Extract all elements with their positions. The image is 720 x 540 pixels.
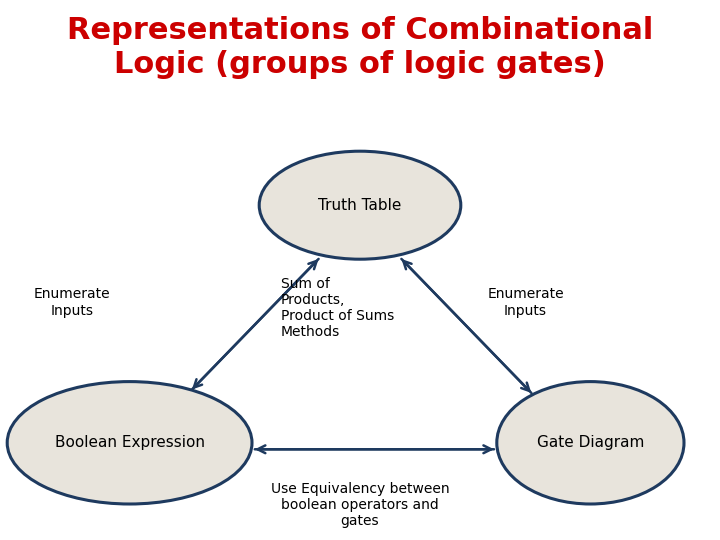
Text: Enumerate
Inputs: Enumerate Inputs [34,287,110,318]
Ellipse shape [497,382,684,504]
Text: Boolean Expression: Boolean Expression [55,435,204,450]
Ellipse shape [7,382,252,504]
Text: Sum of
Products,
Product of Sums
Methods: Sum of Products, Product of Sums Methods [281,276,394,339]
Ellipse shape [259,151,461,259]
Text: Representations of Combinational
Logic (groups of logic gates): Representations of Combinational Logic (… [67,16,653,79]
Text: Truth Table: Truth Table [318,198,402,213]
Text: Enumerate
Inputs: Enumerate Inputs [487,287,564,318]
Text: Use Equivalency between
boolean operators and
gates: Use Equivalency between boolean operator… [271,482,449,528]
Text: Gate Diagram: Gate Diagram [536,435,644,450]
